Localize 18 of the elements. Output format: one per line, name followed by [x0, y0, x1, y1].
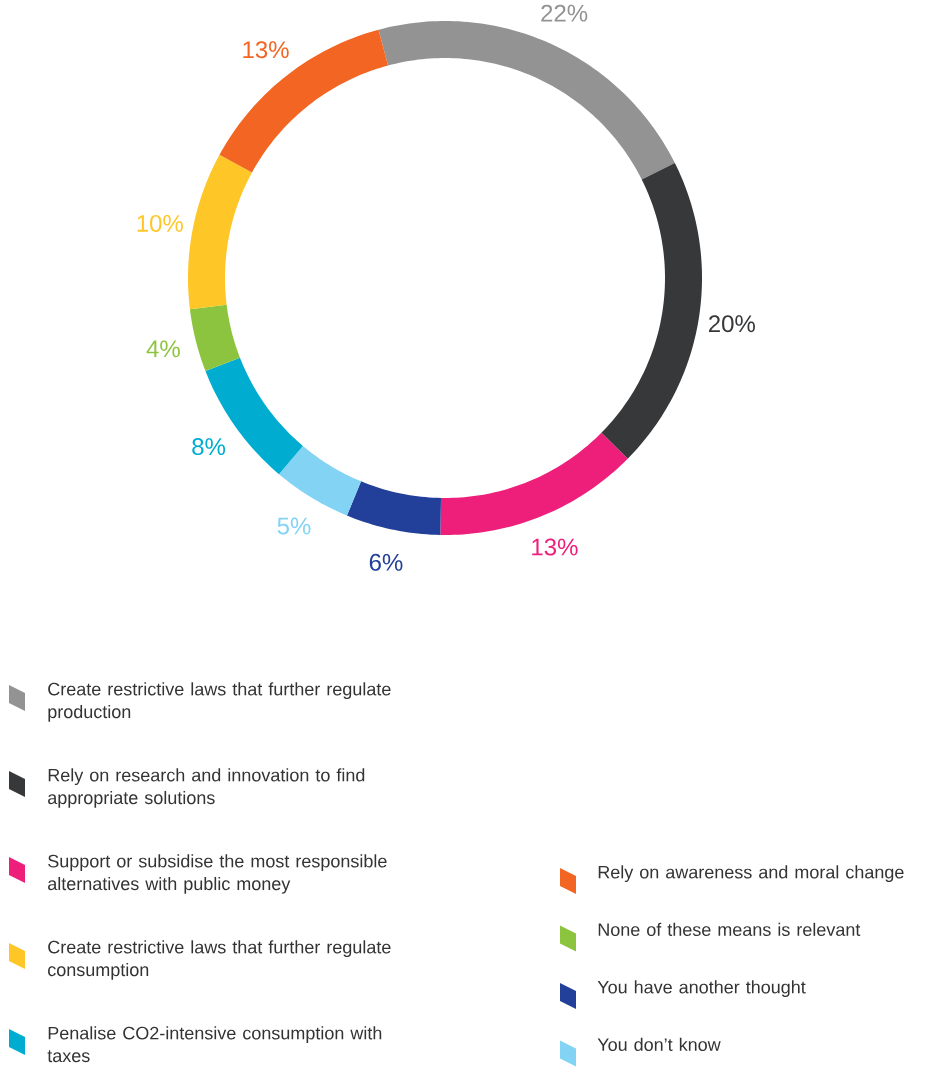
data-label: 6%	[369, 553, 403, 571]
legend-label: Create restrictive laws that further regulate consumption	[48, 940, 391, 980]
data-label: 10%	[137, 214, 183, 232]
legend-label: Rely on research and innovation to find appropriate solutions	[48, 768, 365, 808]
legend-label: Rely on awareness and moral change	[598, 865, 904, 883]
legend-label: Penalise CO2-intensive consumption with taxes	[47, 1026, 382, 1063]
legend-label: You have another thought	[597, 980, 806, 998]
legend-label: None of these means is relevant	[598, 922, 861, 936]
legend-label: You don’t know	[597, 1037, 721, 1051]
data-label: 13%	[243, 41, 289, 59]
data-label: 5%	[277, 517, 311, 535]
legend-label: Create restrictive laws that further regulate production	[48, 682, 391, 722]
data-label: 8%	[192, 438, 226, 456]
data-label: 20%	[708, 315, 755, 333]
data-label: 4%	[146, 340, 180, 358]
data-label: 13%	[532, 538, 578, 556]
legend-label: Support or subsidise the most responsible alternatives with public money	[48, 854, 387, 894]
data-label: 22%	[541, 4, 588, 22]
